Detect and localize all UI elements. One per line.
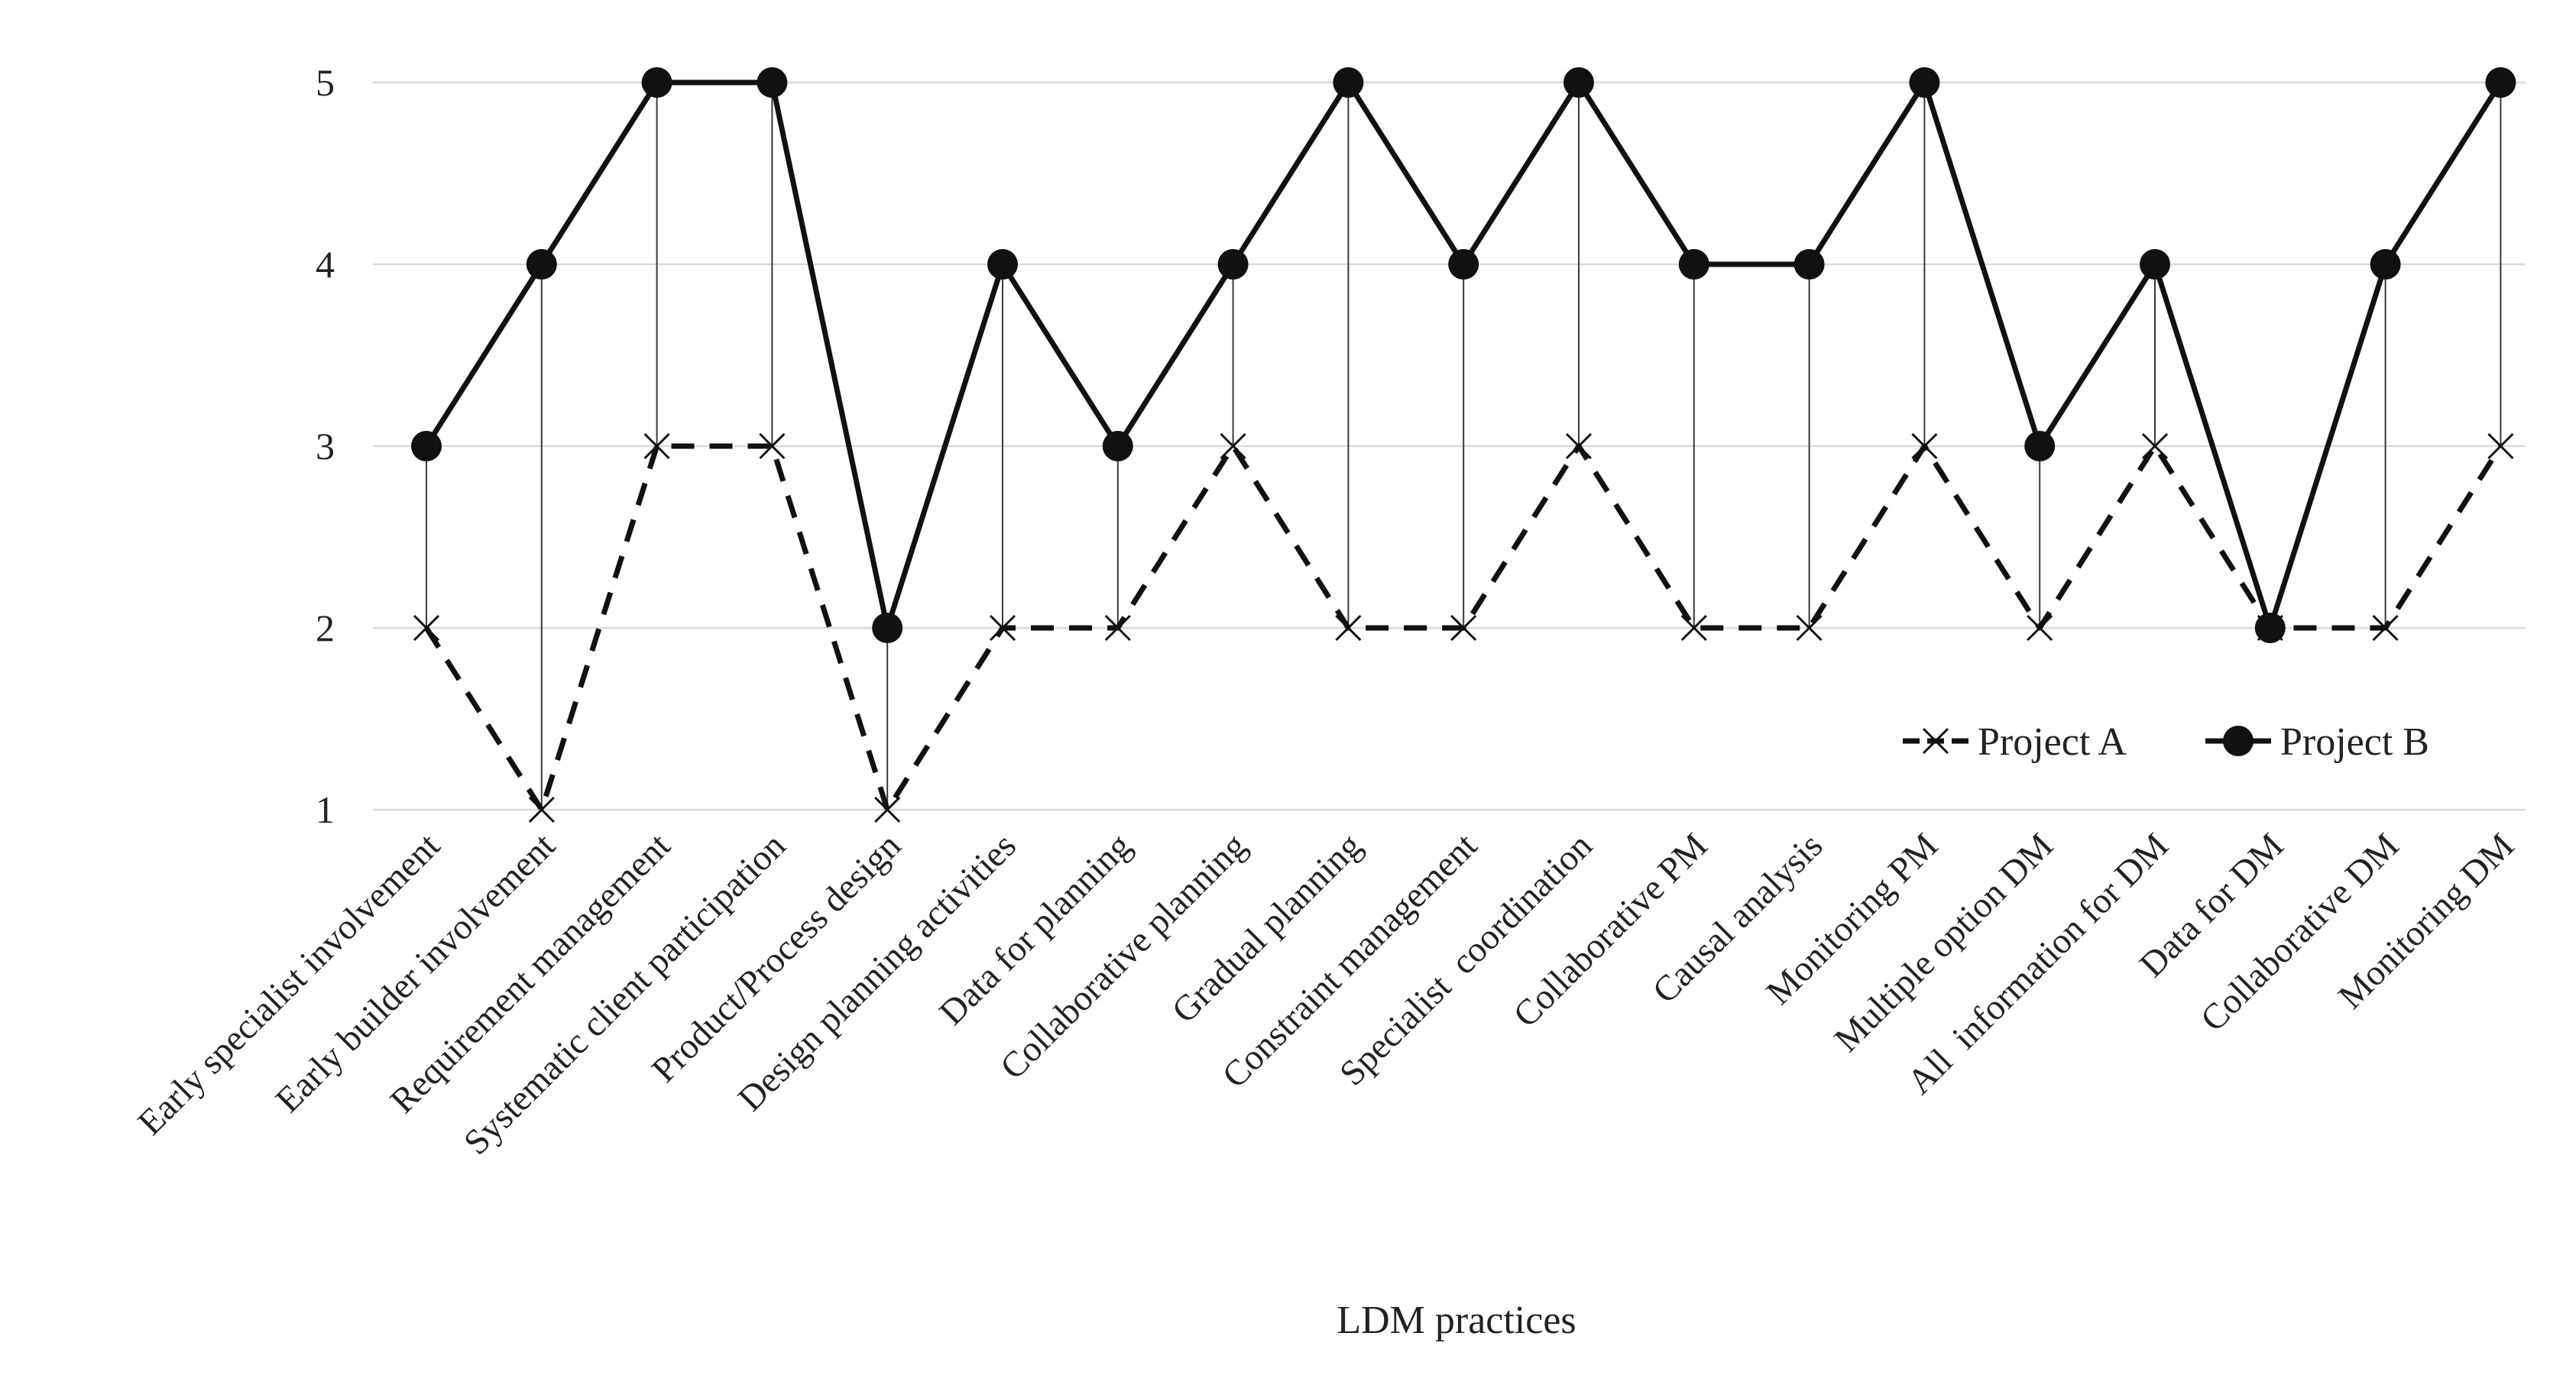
- legend-label: Project A: [1978, 720, 2127, 764]
- legend: Project A Project B: [1903, 720, 2429, 764]
- marker-project-a: [1335, 614, 1362, 642]
- marker-project-b: [641, 67, 672, 98]
- x-category-label: Data for planning: [932, 826, 1139, 1033]
- marker-project-b: [411, 431, 442, 461]
- marker-project-a: [643, 432, 670, 460]
- marker-project-a: [2027, 614, 2053, 642]
- marker-project-b: [1563, 67, 1594, 98]
- marker-project-b: [757, 67, 788, 98]
- marker-project-a: [1104, 614, 1131, 642]
- marker-project-b: [1678, 249, 1709, 280]
- legend-label: Project B: [2280, 720, 2429, 764]
- marker-project-a: [528, 796, 555, 823]
- legend-marker: [2223, 726, 2254, 756]
- marker-project-b: [2254, 613, 2286, 643]
- marker-project-a: [1680, 614, 1707, 642]
- legend-item-project-a: Project A: [1903, 720, 2127, 764]
- marker-project-b: [872, 613, 903, 643]
- marker-project-a: [1450, 614, 1477, 642]
- y-tick-label: 2: [316, 607, 335, 649]
- marker-project-b: [1217, 249, 1249, 280]
- gridlines: [373, 81, 2526, 811]
- marker-project-b: [1102, 431, 1133, 461]
- marker-project-a: [2141, 432, 2169, 460]
- x-category-label: Multiple option DM: [1827, 826, 2061, 1060]
- marker-project-b: [1333, 67, 1364, 98]
- marker-project-a: [413, 614, 440, 642]
- legend-item-project-b: Project B: [2205, 720, 2429, 764]
- y-tick-label: 5: [316, 61, 335, 104]
- y-tick-label: 1: [316, 788, 335, 831]
- legend-marker: [1922, 727, 1949, 755]
- marker-project-b: [1909, 67, 1940, 98]
- marker-project-b: [2024, 431, 2056, 461]
- marker-project-b: [987, 249, 1018, 280]
- marker-project-b: [2370, 249, 2401, 280]
- drop-lines: [426, 82, 2502, 810]
- y-axis-ticks: 1 2 3 4 5: [316, 61, 335, 831]
- marker-project-b: [1448, 249, 1479, 280]
- marker-project-b: [1793, 249, 1825, 280]
- x-axis-title: LDM practices: [1337, 1299, 1576, 1342]
- y-tick-label: 4: [316, 243, 335, 286]
- marker-project-a: [1565, 432, 1593, 460]
- x-category-label: Collaborative DM: [2193, 826, 2407, 1040]
- marker-project-b: [2140, 249, 2170, 280]
- marker-project-a: [2372, 614, 2399, 642]
- marker-project-a: [1220, 432, 1246, 460]
- marker-project-a: [874, 796, 901, 823]
- series-markers: [411, 67, 2516, 823]
- marker-project-a: [1796, 614, 1823, 642]
- marker-project-a: [989, 614, 1016, 642]
- marker-project-a: [759, 432, 786, 460]
- marker-project-b: [2485, 67, 2516, 98]
- marker-project-b: [526, 249, 557, 280]
- marker-project-a: [1911, 432, 1938, 460]
- y-tick-label: 3: [316, 425, 335, 467]
- marker-project-a: [2487, 432, 2514, 460]
- x-category-label: Collaborative PM: [1506, 826, 1716, 1035]
